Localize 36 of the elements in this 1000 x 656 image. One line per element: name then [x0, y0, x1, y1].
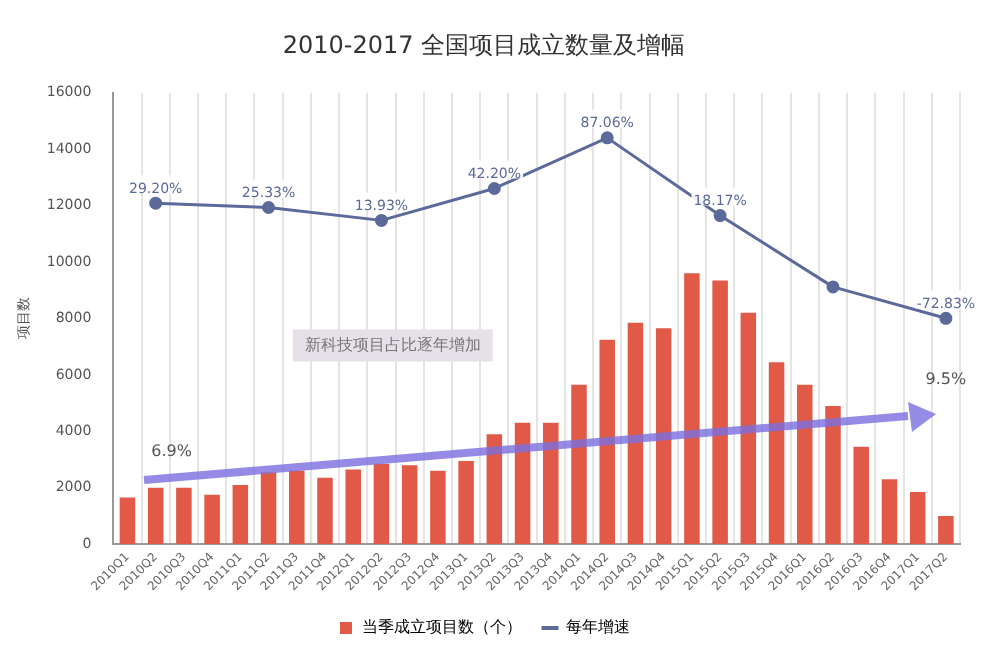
bar: [655, 328, 672, 545]
annotation: 6.9%: [151, 442, 193, 461]
bar: [345, 469, 361, 545]
annotation: 9.5%: [925, 370, 968, 389]
bar: [797, 384, 813, 545]
bar: [627, 322, 644, 545]
bar: [740, 312, 757, 545]
bar: [373, 463, 390, 545]
bar: [825, 405, 841, 545]
bar: [289, 470, 305, 545]
legend-label: 当季成立项目数（个）: [362, 618, 522, 637]
bar: [486, 434, 503, 545]
bar: [768, 362, 785, 545]
bar: [147, 487, 164, 545]
bar: [176, 487, 192, 545]
bar: [204, 494, 220, 545]
bar: [514, 422, 531, 545]
bar: [684, 273, 700, 545]
bar: [430, 470, 446, 545]
bar: [938, 515, 954, 545]
bar: [543, 422, 559, 545]
chart-title: 2010-2017 全国项目成立数量及增幅: [282, 30, 686, 59]
bar: [571, 384, 587, 545]
bar: [853, 446, 869, 545]
bar: [712, 280, 728, 545]
annotation: 新科技项目占比逐年增加: [304, 335, 481, 354]
bar: [458, 460, 474, 545]
legend-label: 每年增速: [566, 618, 630, 637]
bar: [881, 479, 898, 545]
bar: [232, 484, 249, 545]
bar: [909, 491, 926, 545]
bar: [317, 477, 333, 545]
bar: [260, 472, 277, 545]
bar: [119, 497, 136, 545]
bar: [401, 465, 418, 545]
bar: [599, 339, 615, 545]
